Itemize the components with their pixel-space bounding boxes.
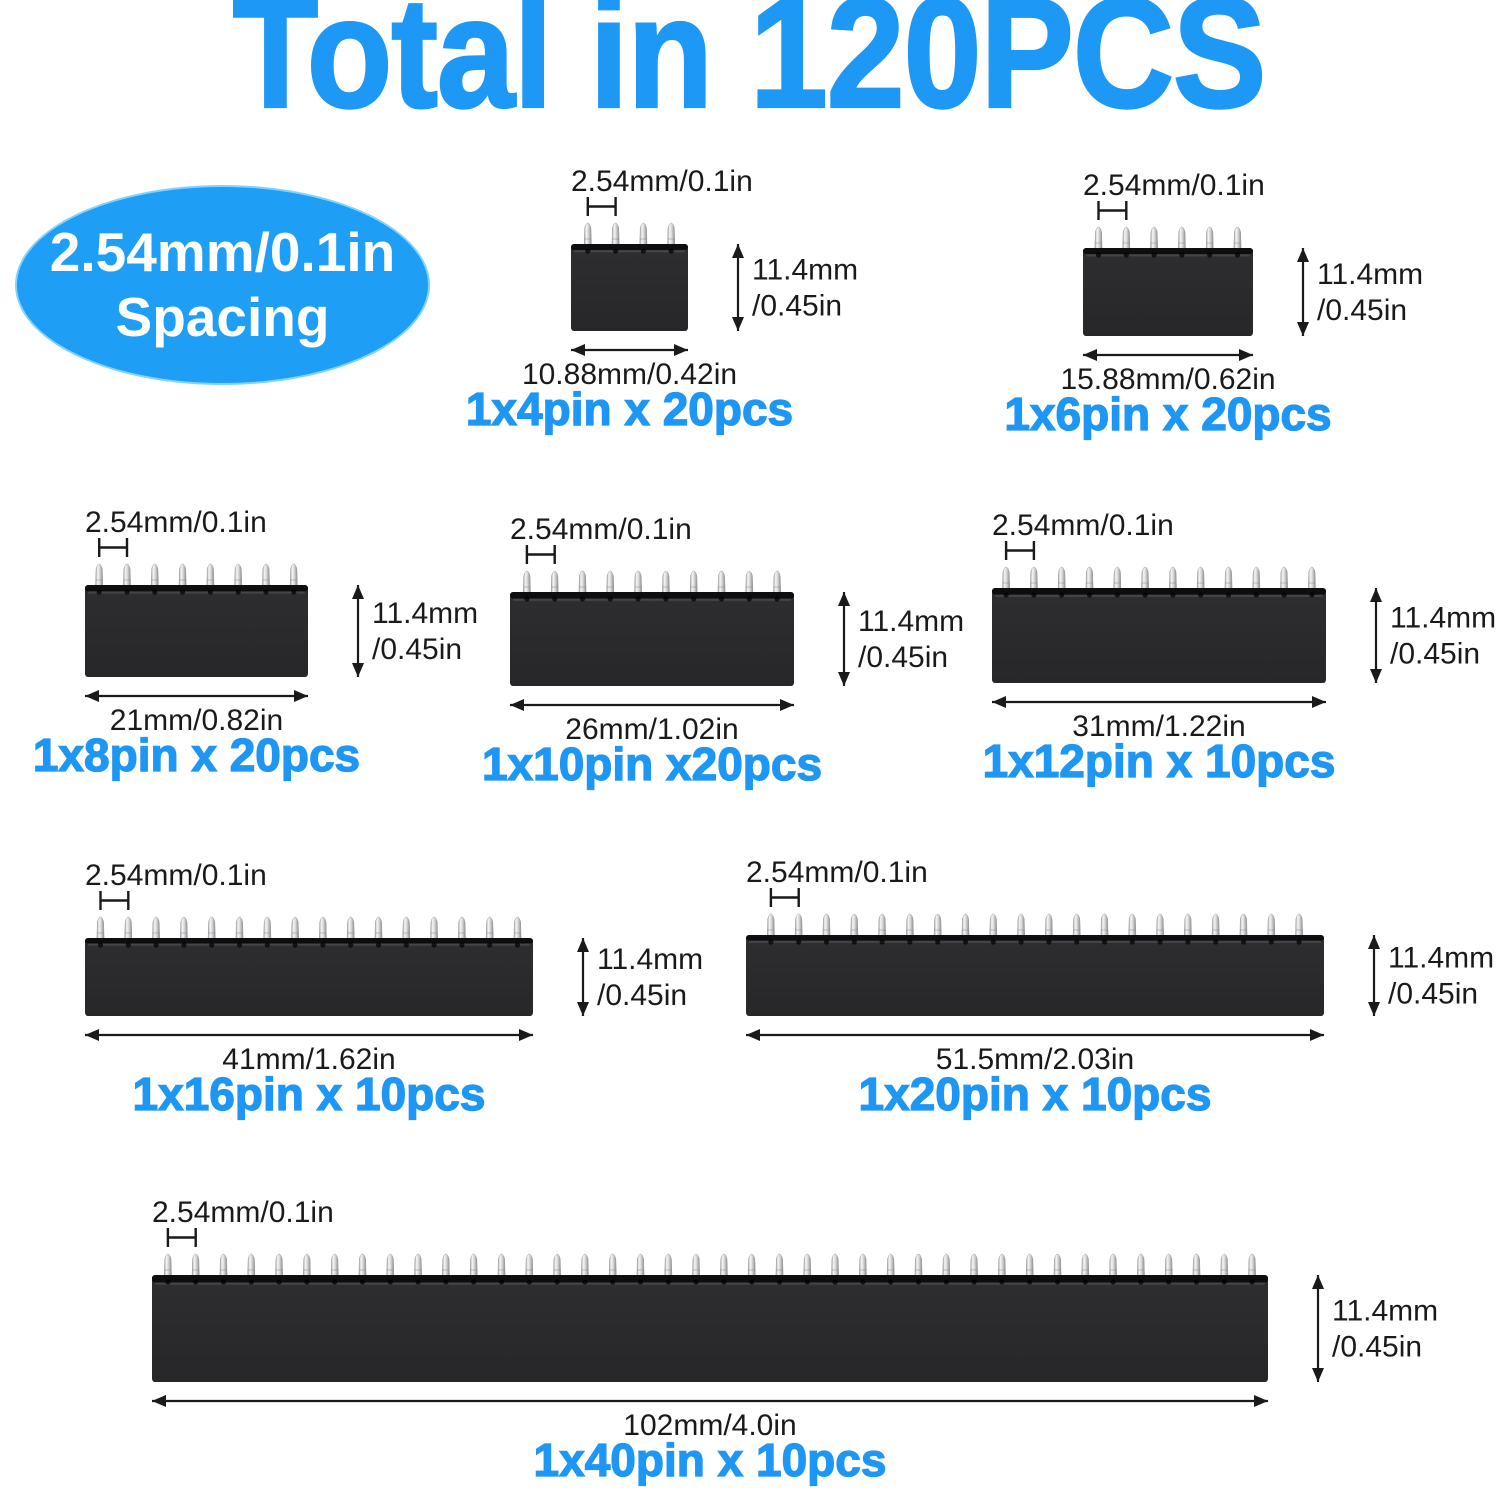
svg-text:1x4pin x 20pcs: 1x4pin x 20pcs: [466, 383, 793, 435]
svg-text:1x8pin x 20pcs: 1x8pin x 20pcs: [33, 729, 360, 781]
svg-text:2.54mm/0.1in: 2.54mm/0.1in: [746, 856, 928, 889]
svg-text:11.4mm: 11.4mm: [752, 254, 858, 287]
svg-text:2.54mm/0.1in: 2.54mm/0.1in: [571, 165, 753, 198]
svg-text:/0.45in: /0.45in: [1317, 294, 1407, 327]
svg-text:2.54mm/0.1in: 2.54mm/0.1in: [510, 513, 692, 546]
svg-text:1x40pin x 10pcs: 1x40pin x 10pcs: [534, 1434, 887, 1486]
svg-text:2.54mm/0.1in: 2.54mm/0.1in: [152, 1196, 334, 1229]
svg-text:/0.45in: /0.45in: [1332, 1331, 1422, 1364]
svg-text:2.54mm/0.1in: 2.54mm/0.1in: [992, 509, 1174, 542]
svg-text:/0.45in: /0.45in: [1390, 638, 1480, 671]
svg-text:11.4mm: 11.4mm: [1388, 942, 1494, 975]
svg-text:11.4mm: 11.4mm: [1317, 258, 1423, 291]
svg-text:1x6pin x 20pcs: 1x6pin x 20pcs: [1004, 388, 1331, 440]
svg-text:2.54mm/0.1in: 2.54mm/0.1in: [1083, 169, 1265, 202]
svg-text:/0.45in: /0.45in: [1388, 978, 1478, 1011]
svg-text:1x20pin x 10pcs: 1x20pin x 10pcs: [859, 1068, 1212, 1120]
svg-text:2.54mm/0.1in: 2.54mm/0.1in: [85, 859, 267, 892]
svg-text:/0.45in: /0.45in: [752, 290, 842, 323]
svg-text:1x10pin x20pcs: 1x10pin x20pcs: [482, 738, 822, 790]
svg-text:2.54mm/0.1in: 2.54mm/0.1in: [85, 506, 267, 539]
svg-text:11.4mm: 11.4mm: [1332, 1295, 1438, 1328]
svg-text:1x16pin x 10pcs: 1x16pin x 10pcs: [133, 1068, 486, 1120]
svg-text:1x12pin x 10pcs: 1x12pin x 10pcs: [983, 735, 1336, 787]
svg-text:11.4mm: 11.4mm: [1390, 602, 1496, 635]
